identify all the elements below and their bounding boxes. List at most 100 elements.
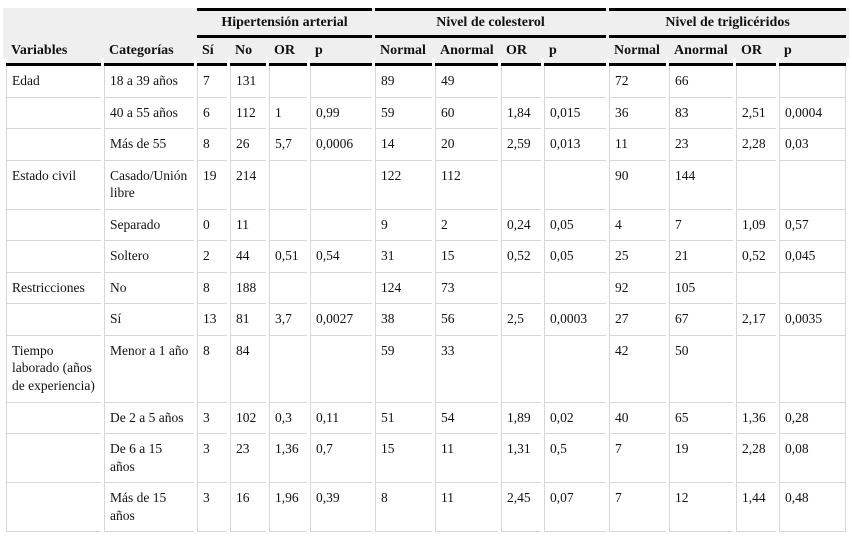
column-header-12: OR bbox=[736, 37, 777, 66]
value-cell bbox=[779, 160, 847, 210]
value-cell: 0,045 bbox=[779, 241, 847, 273]
value-cell: 1,31 bbox=[501, 434, 541, 484]
value-cell bbox=[544, 335, 607, 403]
value-cell: 50 bbox=[669, 335, 734, 403]
group-header-corner bbox=[6, 8, 194, 38]
value-cell bbox=[269, 335, 307, 403]
group-header-row: Hipertensión arterial Nivel de colestero… bbox=[6, 8, 847, 38]
value-cell: 102 bbox=[230, 402, 266, 435]
value-cell: 19 bbox=[669, 434, 734, 484]
variable-cell bbox=[6, 483, 101, 533]
value-cell: 66 bbox=[669, 66, 734, 98]
value-cell: 2 bbox=[197, 241, 227, 273]
value-cell: 1,89 bbox=[501, 402, 541, 435]
value-cell bbox=[269, 66, 307, 98]
category-cell: No bbox=[104, 272, 194, 305]
table-row: Más de 15 años 3 16 1,96 0,39 8 11 2,45 0,07 7 12 1… bbox=[6, 483, 847, 533]
value-cell: 1,96 bbox=[269, 483, 307, 533]
group-header-hipertension: Hipertensión arterial bbox=[197, 8, 372, 38]
value-cell: 15 bbox=[375, 434, 432, 484]
category-cell: Soltero bbox=[104, 241, 194, 273]
table-row: Restricciones No 8 188 124 73 92 105 bbox=[6, 272, 847, 305]
table-row: Edad 18 a 39 años 7 131 89 49 72 66 bbox=[6, 66, 847, 98]
value-cell: 3 bbox=[197, 434, 227, 484]
value-cell: 0,015 bbox=[544, 97, 607, 130]
value-cell: 11 bbox=[609, 129, 667, 161]
group-header-trigliceridos: Nivel de triglicéridos bbox=[609, 8, 847, 38]
column-header-row: Variables Categorías Sí No OR p Normal Anormal O… bbox=[6, 37, 847, 66]
value-cell: 8 bbox=[197, 335, 227, 403]
value-cell: 7 bbox=[197, 66, 227, 98]
value-cell: 67 bbox=[669, 304, 734, 336]
value-cell: 16 bbox=[230, 483, 266, 533]
value-cell: 214 bbox=[230, 160, 266, 210]
value-cell: 9 bbox=[375, 209, 432, 242]
value-cell: 112 bbox=[230, 97, 266, 130]
value-cell: 0,99 bbox=[310, 97, 372, 130]
value-cell bbox=[310, 66, 372, 98]
value-cell: 0,39 bbox=[310, 483, 372, 533]
value-cell: 112 bbox=[435, 160, 498, 210]
value-cell: 13 bbox=[197, 304, 227, 336]
value-cell bbox=[736, 160, 777, 210]
value-cell: 23 bbox=[230, 434, 266, 484]
table-row: Estado civil Casado/Unión libre 19 214 122 11… bbox=[6, 160, 847, 210]
value-cell: 36 bbox=[609, 97, 667, 130]
table-row: 40 a 55 años 6 112 1 0,99 59 60 1,84 0,015 36 83 2,… bbox=[6, 97, 847, 130]
value-cell: 92 bbox=[609, 272, 667, 305]
column-header-6: Normal bbox=[375, 37, 432, 66]
value-cell: 0,52 bbox=[736, 241, 777, 273]
value-cell bbox=[501, 160, 541, 210]
category-cell: 40 a 55 años bbox=[104, 97, 194, 130]
variable-cell bbox=[6, 402, 101, 435]
value-cell: 89 bbox=[375, 66, 432, 98]
value-cell: 1,84 bbox=[501, 97, 541, 130]
value-cell: 2,59 bbox=[501, 129, 541, 161]
value-cell: 90 bbox=[609, 160, 667, 210]
table-header: Hipertensión arterial Nivel de colestero… bbox=[6, 8, 847, 66]
value-cell: 14 bbox=[375, 129, 432, 161]
table-row: Separado 0 11 9 2 0,24 0,05 4 7 1,09 0,57 bbox=[6, 209, 847, 242]
value-cell: 0,02 bbox=[544, 402, 607, 435]
category-cell: Sí bbox=[104, 304, 194, 336]
value-cell: 0,24 bbox=[501, 209, 541, 242]
value-cell bbox=[544, 66, 607, 98]
category-cell: Más de 15 años bbox=[104, 483, 194, 533]
value-cell: 188 bbox=[230, 272, 266, 305]
value-cell: 19 bbox=[197, 160, 227, 210]
value-cell bbox=[310, 160, 372, 210]
value-cell: 0,11 bbox=[310, 402, 372, 435]
value-cell: 73 bbox=[435, 272, 498, 305]
table-row: Más de 55 8 26 5,7 0,0006 14 20 2,59 0,013 11 23 2,… bbox=[6, 129, 847, 161]
value-cell bbox=[269, 272, 307, 305]
value-cell: 11 bbox=[230, 209, 266, 242]
value-cell: 0,013 bbox=[544, 129, 607, 161]
value-cell: 26 bbox=[230, 129, 266, 161]
column-header-10: Normal bbox=[609, 37, 667, 66]
value-cell: 4 bbox=[609, 209, 667, 242]
value-cell: 3,7 bbox=[269, 304, 307, 336]
value-cell: 44 bbox=[230, 241, 266, 273]
value-cell: 3 bbox=[197, 483, 227, 533]
table-row: Soltero 2 44 0,51 0,54 31 15 0,52 0,05 25 21 0,52 0,… bbox=[6, 241, 847, 273]
value-cell: 122 bbox=[375, 160, 432, 210]
table-row: De 6 a 15 años 3 23 1,36 0,7 15 11 1,31 0,5 7 19 2,… bbox=[6, 434, 847, 484]
variable-cell bbox=[6, 97, 101, 130]
value-cell: 131 bbox=[230, 66, 266, 98]
value-cell: 42 bbox=[609, 335, 667, 403]
category-cell: De 2 a 5 años bbox=[104, 402, 194, 435]
table-row: De 2 a 5 años 3 102 0,3 0,11 51 54 1,89 0,02 40 65… bbox=[6, 402, 847, 435]
value-cell: 0,05 bbox=[544, 209, 607, 242]
value-cell: 59 bbox=[375, 97, 432, 130]
variable-cell: Restricciones bbox=[6, 272, 101, 305]
value-cell: 56 bbox=[435, 304, 498, 336]
value-cell: 105 bbox=[669, 272, 734, 305]
value-cell: 25 bbox=[609, 241, 667, 273]
results-table: Hipertensión arterial Nivel de colestero… bbox=[3, 8, 850, 533]
value-cell bbox=[310, 272, 372, 305]
value-cell: 83 bbox=[669, 97, 734, 130]
value-cell: 0,5 bbox=[544, 434, 607, 484]
table-row: Tiempo laborado (años de experiencia) Men… bbox=[6, 335, 847, 403]
value-cell: 12 bbox=[669, 483, 734, 533]
value-cell: 81 bbox=[230, 304, 266, 336]
